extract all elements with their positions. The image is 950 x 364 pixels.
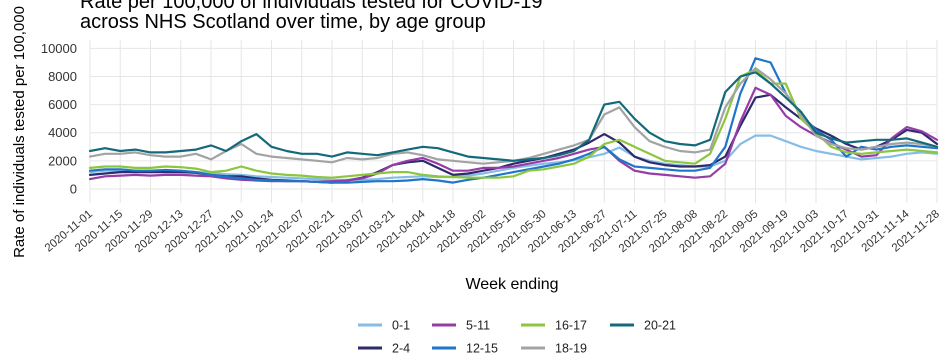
legend-label-5-11: 5-11 (466, 319, 490, 333)
legend-label-2-4: 2-4 (392, 342, 410, 356)
chart-title: Rate per 100,000 of individuals tested f… (80, 0, 542, 33)
series-line-20-21 (88, 71, 939, 162)
legend-label-0-1: 0-1 (392, 319, 410, 333)
chart-title-line-2: across NHS Scotland over time, by age gr… (80, 11, 486, 33)
gridlines (89, 40, 938, 203)
series-line-2-4 (88, 93, 939, 184)
y-tick-label: 10000 (41, 41, 77, 56)
series-lines (88, 57, 939, 184)
y-tick-label: 4000 (48, 125, 77, 140)
legend-label-18-19: 18-19 (555, 342, 587, 356)
y-tick-label: 2000 (48, 153, 77, 168)
x-axis-ticks: 2020-11-012020-11-152020-11-292020-12-13… (43, 208, 942, 255)
x-axis-label: Week ending (465, 276, 558, 293)
chart-title-line-1: Rate per 100,000 of individuals tested f… (80, 0, 542, 13)
legend-label-12-15: 12-15 (466, 342, 498, 356)
series-line-0-1 (88, 134, 939, 181)
y-tick-label: 0 (70, 181, 77, 196)
legend-label-16-17: 16-17 (555, 319, 587, 333)
y-axis-ticks: 0 2000 4000 6000 8000 10000 (41, 41, 77, 197)
series-line-5-11 (88, 86, 939, 183)
y-axis-label: Rate of individuals tested per 100,000 (11, 6, 28, 258)
legend-label-20-21: 20-21 (644, 319, 676, 333)
y-tick-label: 8000 (48, 69, 77, 84)
legend: 0-1 5-11 16-17 20-21 2-4 12-15 18-19 (358, 319, 676, 356)
y-tick-label: 6000 (48, 97, 77, 112)
